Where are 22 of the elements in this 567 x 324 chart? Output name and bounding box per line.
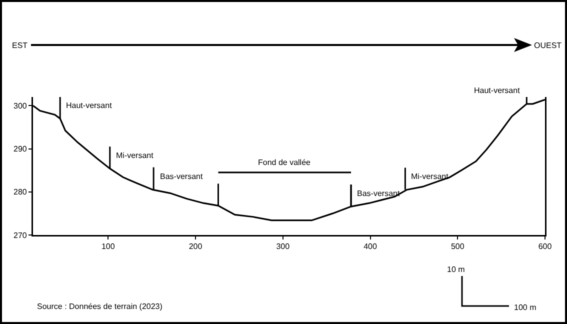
annotation: Bas-versant: [160, 172, 204, 181]
annotation: Haut-versant: [66, 101, 113, 110]
x-tick-label: 500: [450, 242, 465, 252]
y-tick-label: 290: [14, 144, 28, 154]
y-tick-label: 270: [14, 230, 28, 240]
text: EST: [12, 41, 28, 50]
text: OUEST: [534, 41, 562, 50]
y-tick-label: 300: [14, 101, 28, 110]
source-note: Source : Données de terrain (2023): [37, 302, 163, 311]
annotation: Fond de vallée: [258, 158, 312, 167]
text: 100 m: [514, 303, 537, 312]
x-tick-label: 200: [188, 242, 203, 252]
annotation: Bas-versant: [357, 189, 400, 198]
x-tick-label: 600: [538, 242, 552, 252]
annotation: Mi-versant: [411, 172, 450, 181]
annotation: Haut-versant: [474, 86, 521, 95]
y-tick-label: 280: [14, 188, 28, 197]
x-tick-label: 300: [276, 242, 290, 252]
x-tick-label: 400: [364, 242, 378, 252]
text: 10 m: [447, 265, 466, 274]
annotation: Mi-versant: [116, 151, 154, 160]
x-tick-label: 100: [101, 242, 116, 252]
